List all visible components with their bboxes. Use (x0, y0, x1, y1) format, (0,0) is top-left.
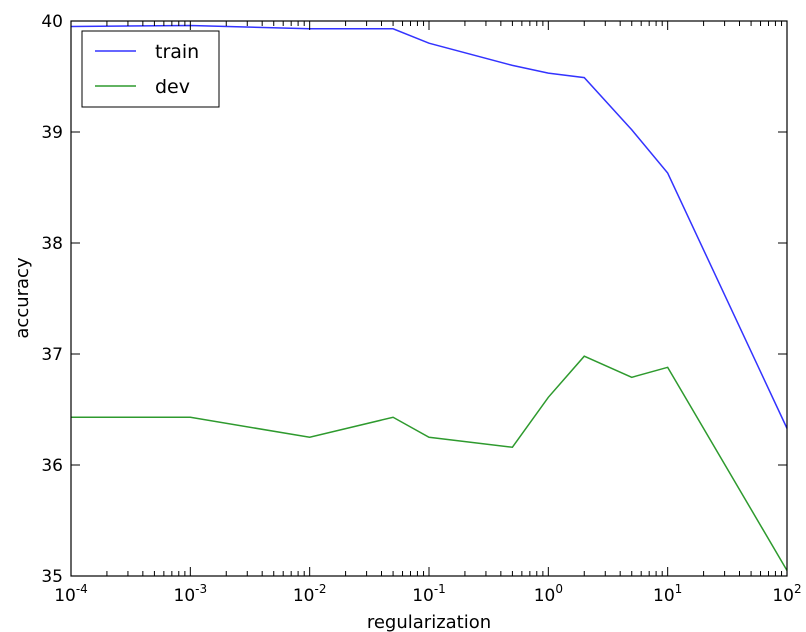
y-tick-label: 40 (41, 12, 63, 32)
x-tick-label: 10-2 (293, 582, 327, 606)
plot-frame (70, 20, 788, 577)
legend: train dev (81, 30, 220, 108)
y-tick-label: 37 (41, 345, 63, 365)
tick-labels: 35 36 37 38 39 40 10-4 10-3 10-2 10-1 100 101 102 (41, 12, 801, 606)
y-tick-label: 36 (41, 456, 63, 476)
x-tick-label: 101 (653, 582, 682, 606)
y-axis-label: accuracy (12, 257, 33, 339)
x-tick-label: 100 (534, 582, 563, 606)
y-tick-label: 38 (41, 234, 63, 254)
plot-background (71, 21, 787, 576)
series-line-dev (71, 355, 788, 571)
legend-label-dev: dev (155, 76, 190, 98)
x-axis-label: regularization (367, 612, 491, 632)
x-tick-label: 10-1 (412, 582, 446, 606)
y-tick-label: 39 (41, 123, 63, 143)
series-layer (70, 24, 788, 571)
legend-label-train: train (155, 41, 199, 63)
x-tick-label: 10-4 (54, 582, 88, 606)
series-line-train (70, 24, 788, 429)
x-tick-label: 10-3 (174, 582, 208, 606)
x-tick-label: 102 (772, 582, 801, 606)
y-tick-label: 35 (41, 567, 63, 587)
legend-box (81, 30, 220, 108)
